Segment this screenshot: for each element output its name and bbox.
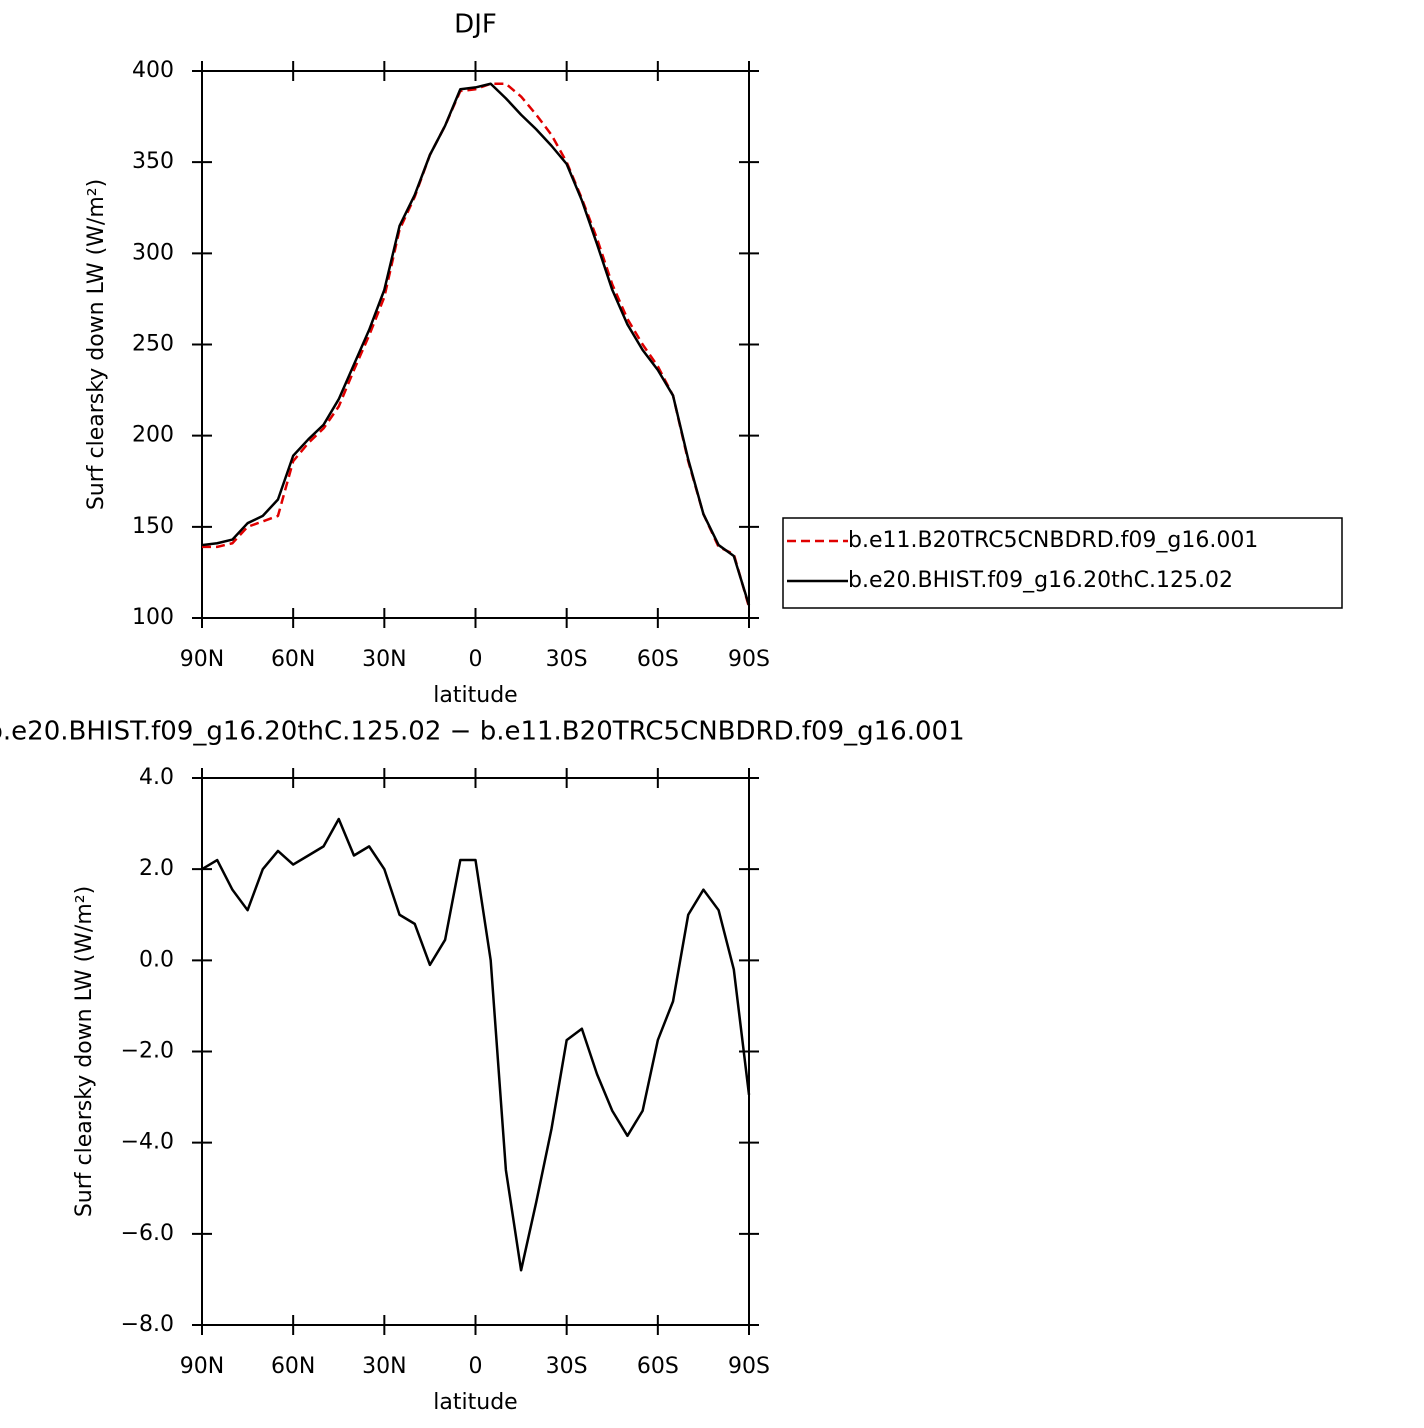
legend-box [782,517,1343,609]
x-tick-label: 90S [728,1354,770,1379]
y-tick-label: 200 [132,423,174,448]
x-tick-label: 60S [637,647,679,672]
y-tick-label: 250 [132,332,174,357]
line-series [201,817,751,1272]
y-tick-label: 350 [132,149,174,174]
x-tick-label: 60N [271,647,315,672]
y-tick-label: 2.0 [139,856,174,881]
legend-label: b.e11.B20TRC5CNBDRD.f09_g16.001 [848,528,1258,553]
y-tick-label: −2.0 [121,1039,174,1064]
x-tick-label: 0 [469,647,483,672]
y-axis-label: Surf clearsky down LW (W/m²) [72,886,97,1217]
legend: b.e11.B20TRC5CNBDRD.f09_g16.001 b.e20.BHI… [782,517,1343,609]
plot-frame [201,70,750,619]
y-tick-label: 100 [132,605,174,630]
y-tick-label: 0.0 [139,947,174,972]
x-axis-label: latitude [433,683,517,708]
x-tick-label: 30S [546,647,588,672]
x-tick-label: 90S [728,647,770,672]
x-axis-label: latitude [433,1390,517,1415]
chart-title: DJF [454,10,497,40]
x-tick-label: 90N [180,647,224,672]
x-tick-label: 30N [362,1354,406,1379]
line-series [202,82,751,608]
x-tick-label: 90N [180,1354,224,1379]
y-axis-label: Surf clearsky down LW (W/m²) [84,179,109,510]
y-tick-label: 300 [132,240,174,265]
x-tick-label: 0 [469,1354,483,1379]
x-tick-label: 30N [362,647,406,672]
x-tick-label: 60S [637,1354,679,1379]
plot-frame [201,777,750,1326]
chart-title: b.e20.BHIST.f09_g16.20thC.125.02 − b.e11… [0,717,965,747]
y-tick-label: 4.0 [139,765,174,790]
y-tick-label: 150 [132,514,174,539]
x-tick-label: 60N [271,1354,315,1379]
legend-label: b.e20.BHIST.f09_g16.20thC.125.02 [848,568,1233,593]
y-tick-label: −8.0 [121,1312,174,1337]
x-tick-label: 30S [546,1354,588,1379]
y-tick-label: −6.0 [121,1221,174,1246]
y-tick-label: −4.0 [121,1130,174,1155]
y-tick-label: 400 [132,58,174,83]
line-series [201,82,751,606]
